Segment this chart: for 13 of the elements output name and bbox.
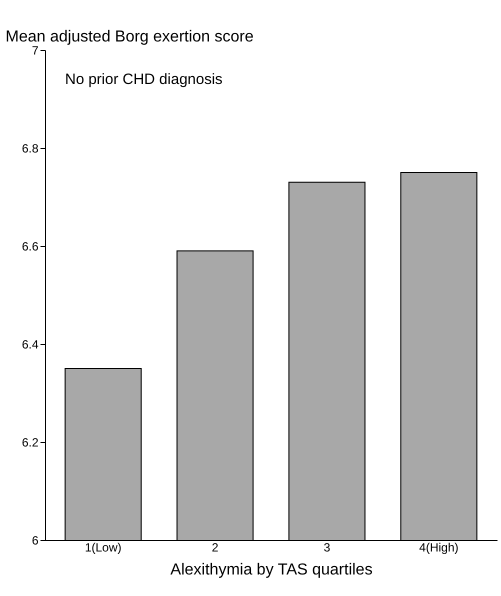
- y-tick-label: 7: [32, 44, 39, 58]
- y-tick-label: 6.4: [22, 338, 39, 352]
- x-tick-label: 2: [212, 540, 219, 554]
- y-axis-title: Mean adjusted Borg exertion score: [6, 28, 254, 46]
- x-tick-label: 4(High): [419, 540, 458, 554]
- y-tick-label: 6.6: [22, 240, 39, 254]
- x-tick-label: 1(Low): [84, 540, 122, 554]
- x-tick-label: 3: [324, 540, 331, 554]
- y-tick-label: 6.8: [22, 142, 39, 156]
- y-tick-label: 6.2: [22, 436, 39, 450]
- y-tick-label: 6: [32, 534, 39, 548]
- x-axis-title: Alexithymia by TAS quartiles: [170, 562, 373, 578]
- annotation: No prior CHD diagnosis: [65, 71, 223, 88]
